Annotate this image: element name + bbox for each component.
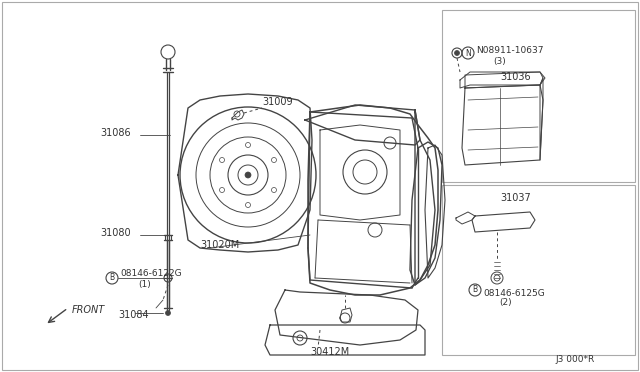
Text: 31037: 31037: [500, 193, 531, 203]
Circle shape: [245, 172, 251, 178]
Text: FRONT: FRONT: [72, 305, 105, 315]
Text: (3): (3): [493, 57, 506, 65]
Bar: [442, 10, 635, 182]
Text: 31084: 31084: [118, 310, 148, 320]
Text: N08911-10637: N08911-10637: [476, 45, 543, 55]
Text: 31080: 31080: [100, 228, 131, 238]
Text: B: B: [472, 285, 477, 295]
Text: 31086: 31086: [100, 128, 131, 138]
Circle shape: [454, 51, 460, 55]
Circle shape: [166, 311, 170, 315]
Text: 31036: 31036: [500, 72, 531, 82]
Text: N: N: [465, 48, 471, 58]
Bar: [442, 185, 635, 355]
Text: 31020M: 31020M: [200, 240, 239, 250]
Text: (1): (1): [138, 279, 151, 289]
Text: B: B: [109, 273, 115, 282]
Text: 08146-6125G: 08146-6125G: [483, 289, 545, 298]
Text: (2): (2): [499, 298, 511, 308]
Text: 30412M: 30412M: [310, 347, 349, 357]
Text: J3 000*R: J3 000*R: [555, 356, 595, 365]
Text: 08146-6122G: 08146-6122G: [120, 269, 182, 279]
Text: 31009: 31009: [262, 97, 292, 107]
